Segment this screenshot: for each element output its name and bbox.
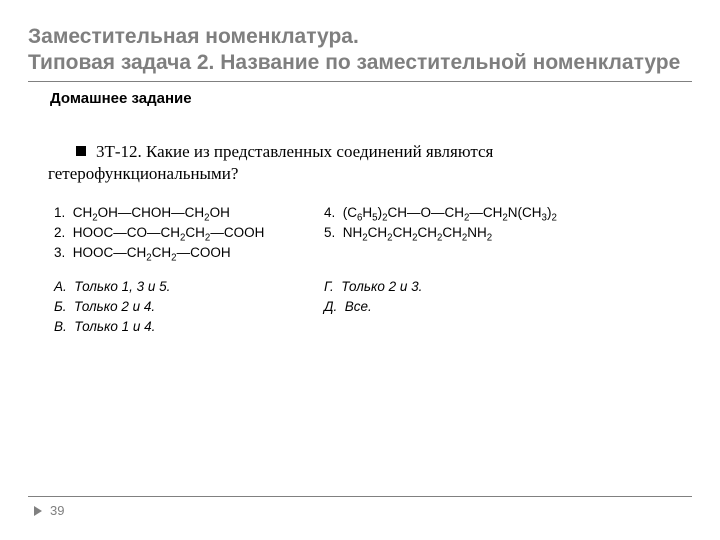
subheading: Домашнее задание xyxy=(50,90,692,107)
title-line-1: Заместительная номенклатура. xyxy=(28,24,692,50)
answer-options: А. Только 1, 3 и 5. Г. Только 2 и 3. Б. … xyxy=(54,277,682,336)
answer-v: В. Только 1 и 4. xyxy=(54,317,324,337)
compound-4: 4. (C6H5)2CH—O—CH2—CH2N(CH3)2 xyxy=(324,203,682,223)
page-number: 39 xyxy=(50,503,64,518)
compound-1: 1. CH2OH—CHOH—CH2OH xyxy=(54,203,324,223)
compound-2: 2. HOOC—CO—CH2CH2—COOH xyxy=(54,223,324,243)
answer-b: Б. Только 2 и 4. xyxy=(54,297,324,317)
answer-g: Г. Только 2 и 3. xyxy=(324,277,682,297)
answer-a: А. Только 1, 3 и 5. xyxy=(54,277,324,297)
title-block: Заместительная номенклатура. Типовая зад… xyxy=(28,24,692,77)
footer: 39 xyxy=(28,496,692,518)
arrow-right-icon xyxy=(34,506,42,516)
slide: Заместительная номенклатура. Типовая зад… xyxy=(0,0,720,540)
question-block: 3Т-12. Какие из представленных соединени… xyxy=(48,141,682,337)
question-code: 3Т-12. xyxy=(96,142,142,161)
title-rule xyxy=(28,81,692,82)
answer-d: Д. Все. xyxy=(324,297,682,317)
square-bullet-icon xyxy=(76,146,86,156)
question-text: 3Т-12. Какие из представленных соединени… xyxy=(48,141,682,185)
title-line-2: Типовая задача 2. Название по заместител… xyxy=(28,50,692,76)
compound-3: 3. HOOC—CH2CH2—COOH xyxy=(54,243,324,263)
footer-rule xyxy=(28,496,692,497)
compound-5: 5. NH2CH2CH2CH2CH2NH2 xyxy=(324,223,682,243)
compounds-list: 1. CH2OH—CHOH—CH2OH 4. (C6H5)2CH—O—CH2—C… xyxy=(54,203,682,264)
